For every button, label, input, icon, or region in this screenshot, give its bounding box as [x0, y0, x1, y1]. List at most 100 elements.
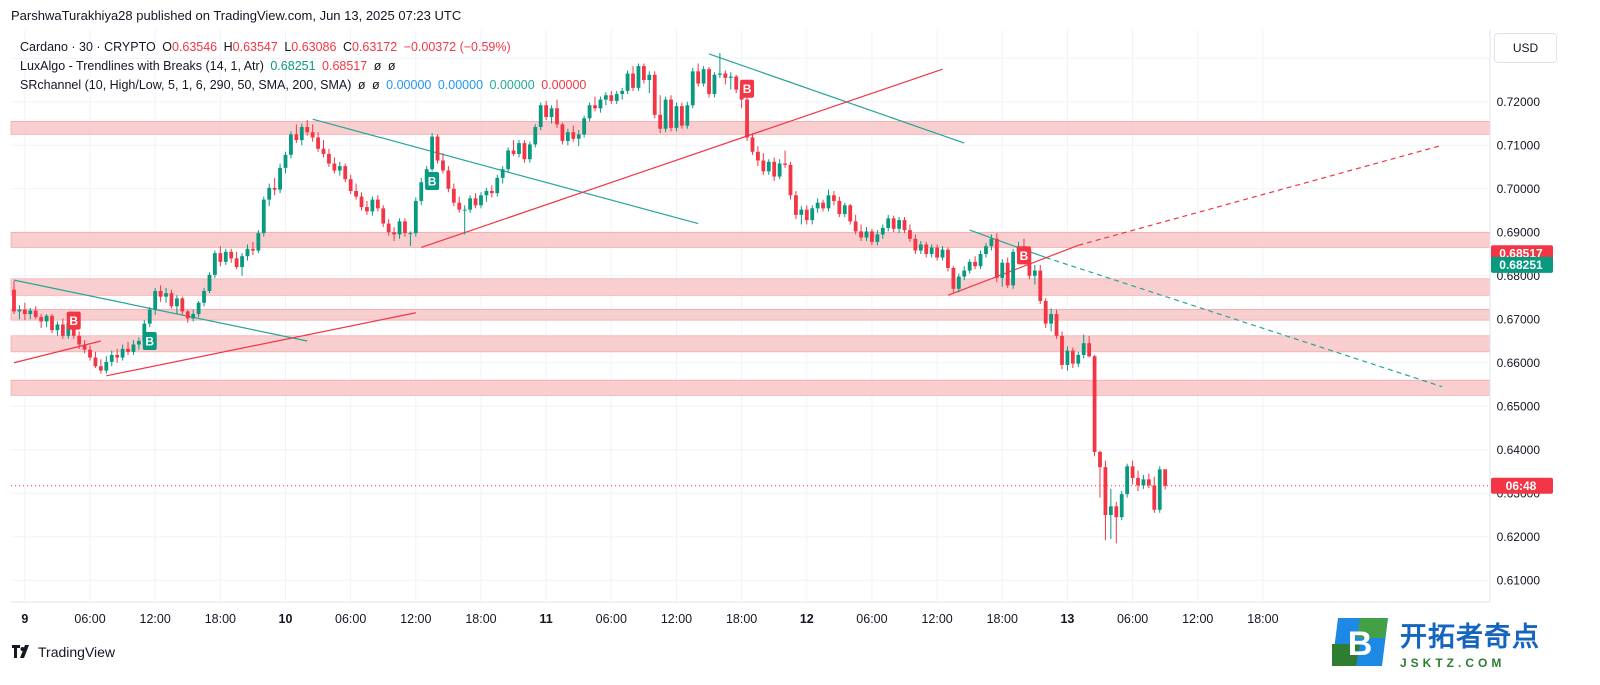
candle	[859, 224, 863, 241]
tradingview-brand[interactable]: TradingView	[12, 644, 115, 660]
candle-body	[39, 317, 44, 322]
candle-body	[973, 261, 978, 267]
x-tick-label: 12:00	[140, 612, 171, 626]
legend-indicator-srchannel[interactable]: SRchannel (10, High/Low, 5, 1, 6, 290, 5…	[20, 76, 589, 95]
candle-body	[397, 221, 402, 235]
candle-body	[679, 106, 684, 126]
candle-body	[196, 302, 201, 315]
candle	[234, 251, 239, 270]
legend-low-label: L	[284, 40, 292, 54]
candle	[647, 71, 652, 94]
candle	[777, 159, 782, 180]
legend-indicator-trendlines[interactable]: LuxAlgo - Trendlines with Breaks (14, 1,…	[20, 57, 589, 76]
candle-body	[337, 166, 342, 171]
candle	[848, 203, 853, 225]
candle-body	[310, 132, 315, 138]
candle-body	[794, 195, 798, 215]
legend-symbol-row[interactable]: Cardano · 30 · CRYPTO O0.63546 H0.63547 …	[20, 38, 589, 57]
candle	[93, 351, 98, 368]
candle-body	[408, 233, 413, 235]
trendline	[969, 229, 1046, 259]
candle-body	[332, 163, 337, 171]
marker-label: B	[1020, 249, 1029, 263]
candle	[299, 123, 304, 146]
candle	[1005, 257, 1010, 288]
candle-body	[598, 99, 603, 109]
candle-body	[555, 108, 559, 125]
candle-body	[1043, 300, 1048, 324]
y-tick-label: 0.69000	[1497, 225, 1541, 239]
candle	[1163, 469, 1168, 490]
candle-body	[495, 177, 500, 194]
price-badge-text: 0.68251	[1499, 258, 1543, 272]
candle	[527, 141, 532, 163]
candle	[821, 199, 825, 212]
candle	[799, 206, 804, 225]
candle	[1032, 264, 1037, 285]
candle-body	[473, 198, 478, 206]
candle	[538, 102, 543, 131]
candle	[652, 71, 657, 119]
marker-label: B	[69, 314, 78, 328]
candle-body	[544, 105, 549, 117]
candle-body	[392, 232, 396, 235]
candle-body	[756, 151, 760, 161]
candle-body	[1157, 469, 1162, 510]
candle-body	[842, 205, 847, 214]
break-marker-layer: B B B B B	[66, 79, 1031, 351]
candle-body	[522, 143, 527, 160]
candle	[669, 95, 673, 132]
y-tick-label: 0.64000	[1497, 443, 1541, 457]
candle	[44, 314, 49, 328]
candle-body	[375, 199, 380, 209]
candle-body	[848, 205, 853, 222]
marker-badge	[740, 79, 755, 98]
candle	[500, 166, 505, 184]
candle	[321, 140, 326, 158]
candle	[832, 190, 836, 206]
x-tick-label: 11	[540, 612, 553, 626]
candle-body	[690, 71, 695, 106]
candle	[435, 134, 440, 164]
candle-body	[712, 74, 717, 94]
candle-body	[28, 310, 33, 315]
x-tick-label: 12:00	[400, 612, 431, 626]
indicator-empty-value: ø	[373, 59, 382, 73]
candle-body	[1032, 270, 1037, 276]
candle-body	[582, 118, 587, 135]
candle-body	[1141, 479, 1146, 486]
candle	[984, 243, 988, 258]
candle-body	[136, 341, 141, 345]
candle-body	[576, 134, 581, 139]
candle	[180, 296, 185, 315]
candle-body	[240, 256, 244, 268]
candle	[886, 214, 891, 232]
candle	[810, 205, 815, 225]
price-axis-badge: 0.68251	[1491, 256, 1553, 273]
y-tick-label: 0.62000	[1497, 530, 1541, 544]
candle	[1038, 264, 1043, 305]
currency-button[interactable]: USD	[1494, 33, 1557, 63]
candle	[218, 246, 223, 267]
candle-body	[723, 73, 728, 78]
candle-body	[451, 188, 456, 203]
candle-body	[1152, 485, 1157, 510]
candle	[403, 218, 407, 237]
candle-body	[1054, 314, 1059, 336]
candle	[88, 345, 92, 361]
candle-body	[940, 249, 945, 258]
candle	[327, 148, 331, 168]
candle	[918, 240, 923, 255]
candle	[375, 195, 380, 212]
candle-body	[294, 134, 299, 141]
candle-body	[745, 99, 749, 138]
candle-body	[44, 315, 49, 322]
candle	[511, 140, 516, 157]
candle	[1119, 491, 1124, 521]
trendline	[421, 68, 943, 249]
candle	[1087, 335, 1092, 358]
candle-body	[413, 200, 418, 234]
candle-body	[810, 208, 815, 221]
candle-body	[17, 309, 22, 312]
